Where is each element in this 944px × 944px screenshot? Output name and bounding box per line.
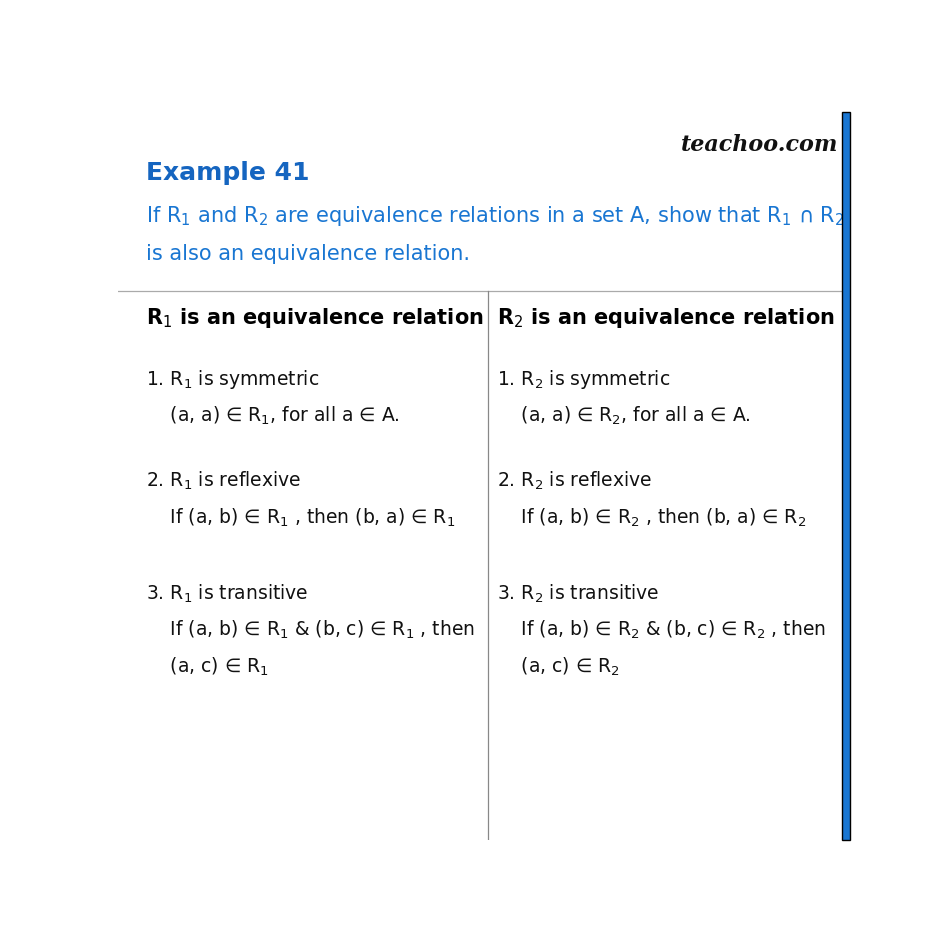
Text: 1. R$_2$ is symmetric: 1. R$_2$ is symmetric [497, 367, 670, 391]
Text: 3. R$_2$ is transitive: 3. R$_2$ is transitive [497, 582, 659, 604]
Text: If R$_1$ and R$_2$ are equivalence relations in a set A, show that R$_1$ ∩ R$_2$: If R$_1$ and R$_2$ are equivalence relat… [145, 204, 844, 228]
Text: (a, a) ∈ R$_1$, for all a ∈ A.: (a, a) ∈ R$_1$, for all a ∈ A. [145, 404, 399, 427]
Text: teachoo.com: teachoo.com [680, 134, 837, 156]
Text: (a, a) ∈ R$_2$, for all a ∈ A.: (a, a) ∈ R$_2$, for all a ∈ A. [497, 404, 750, 427]
Text: 2. R$_1$ is reflexive: 2. R$_1$ is reflexive [145, 469, 301, 492]
Text: 2. R$_2$ is reflexive: 2. R$_2$ is reflexive [497, 469, 652, 492]
Text: is also an equivalence relation.: is also an equivalence relation. [145, 244, 469, 264]
Text: (a, c) ∈ R$_2$: (a, c) ∈ R$_2$ [497, 655, 619, 677]
Text: R$_1$ is an equivalence relation: R$_1$ is an equivalence relation [145, 306, 483, 329]
FancyBboxPatch shape [841, 113, 850, 840]
Text: If (a, b) ∈ R$_2$ & (b, c) ∈ R$_2$ , then: If (a, b) ∈ R$_2$ & (b, c) ∈ R$_2$ , the… [497, 618, 825, 641]
Text: If (a, b) ∈ R$_1$ & (b, c) ∈ R$_1$ , then: If (a, b) ∈ R$_1$ & (b, c) ∈ R$_1$ , the… [145, 618, 474, 641]
Text: 1. R$_1$ is symmetric: 1. R$_1$ is symmetric [145, 367, 319, 391]
Text: Example 41: Example 41 [145, 160, 309, 184]
Text: R$_2$ is an equivalence relation: R$_2$ is an equivalence relation [497, 306, 834, 329]
Text: 3. R$_1$ is transitive: 3. R$_1$ is transitive [145, 582, 308, 604]
Text: If (a, b) ∈ R$_2$ , then (b, a) ∈ R$_2$: If (a, b) ∈ R$_2$ , then (b, a) ∈ R$_2$ [497, 506, 806, 528]
Text: If (a, b) ∈ R$_1$ , then (b, a) ∈ R$_1$: If (a, b) ∈ R$_1$ , then (b, a) ∈ R$_1$ [145, 506, 455, 528]
Text: (a, c) ∈ R$_1$: (a, c) ∈ R$_1$ [145, 655, 268, 677]
